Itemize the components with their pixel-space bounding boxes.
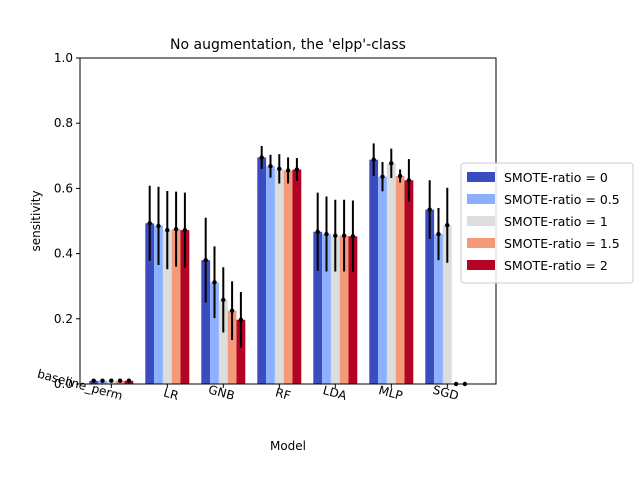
bar (266, 166, 275, 384)
legend-label: SMOTE-ratio = 0.5 (504, 192, 620, 207)
error-bars-group (91, 143, 468, 387)
bar (434, 234, 443, 384)
error-point (117, 378, 123, 383)
legend-swatch (467, 194, 495, 204)
error-point (277, 166, 282, 172)
bar (322, 234, 331, 384)
bar (201, 260, 211, 384)
bar (154, 225, 163, 384)
legend-label: SMOTE-ratio = 0 (504, 170, 608, 185)
chart-title: No augmentation, the 'elpp'-class (170, 37, 406, 53)
error-point (350, 234, 356, 239)
x-tick-label: LDA (321, 383, 348, 403)
error-point (333, 233, 338, 238)
error-point (341, 233, 347, 238)
error-point (238, 317, 244, 322)
error-point (173, 226, 179, 232)
error-point (165, 227, 170, 233)
bar (218, 299, 228, 384)
bar (236, 319, 246, 384)
legend-label: SMOTE-ratio = 1.5 (504, 236, 620, 251)
error-point (389, 161, 394, 166)
bar (330, 235, 340, 384)
error-point (126, 378, 132, 383)
bar (425, 209, 435, 384)
legend-label: SMOTE-ratio = 1 (504, 214, 608, 229)
error-point (371, 157, 376, 162)
error-point (285, 168, 291, 173)
error-point (315, 229, 320, 234)
x-tick-label: GNB (207, 383, 236, 403)
error-point (380, 174, 385, 179)
bar (171, 229, 181, 384)
bar (404, 180, 414, 384)
error-point (268, 164, 273, 169)
error-point (91, 378, 96, 383)
y-tick-label: 1.0 (54, 51, 73, 65)
x-tick-label: RF (274, 385, 292, 402)
x-tick-label: LR (162, 385, 180, 402)
legend-swatch (467, 172, 495, 182)
error-point (221, 297, 226, 303)
y-tick-label: 0.4 (54, 247, 73, 261)
bar (313, 231, 323, 384)
error-point (324, 231, 329, 237)
bar (369, 159, 379, 384)
bar (274, 168, 284, 384)
bar (257, 157, 267, 384)
bar (227, 310, 237, 384)
x-axis-label: Model (270, 439, 306, 453)
bar (292, 169, 302, 384)
error-point (109, 378, 114, 383)
bars-group (89, 157, 452, 384)
y-tick-label: 0.0 (54, 377, 73, 391)
error-point (406, 178, 412, 183)
y-axis-ticks: 0.0 0.2 0.4 0.6 0.8 1.0 (54, 51, 80, 391)
legend-swatch (467, 216, 495, 226)
y-tick-label: 0.2 (54, 312, 73, 326)
bar (386, 163, 396, 384)
error-point (294, 167, 300, 172)
legend-label: SMOTE-ratio = 2 (504, 258, 608, 273)
bar (145, 223, 155, 384)
x-tick-label: SGD (431, 383, 460, 403)
bar (162, 230, 172, 384)
error-point (229, 308, 235, 313)
bar (395, 176, 405, 384)
bar (442, 225, 452, 384)
legend-swatch (467, 260, 495, 270)
error-point (100, 378, 105, 383)
bar (283, 170, 293, 384)
error-point (259, 155, 264, 160)
error-point (445, 223, 450, 228)
bar (348, 236, 358, 384)
error-point (182, 227, 188, 233)
y-tick-label: 0.6 (54, 181, 73, 195)
error-point (156, 223, 161, 229)
bar (378, 176, 387, 384)
error-point (427, 207, 432, 212)
bar (180, 230, 190, 384)
error-point (203, 257, 208, 263)
legend: SMOTE-ratio = 0 SMOTE-ratio = 0.5 SMOTE-ra… (460, 162, 634, 284)
error-point (436, 231, 441, 237)
error-point (147, 221, 152, 226)
x-tick-label: MLP (377, 383, 404, 403)
bar (339, 235, 349, 384)
error-point (212, 280, 217, 285)
legend-swatch (467, 238, 495, 248)
bar (210, 282, 219, 384)
error-point (397, 173, 403, 179)
y-axis-label: sensitivity (29, 190, 43, 251)
y-tick-label: 0.8 (54, 116, 73, 130)
legend-box (460, 162, 634, 284)
